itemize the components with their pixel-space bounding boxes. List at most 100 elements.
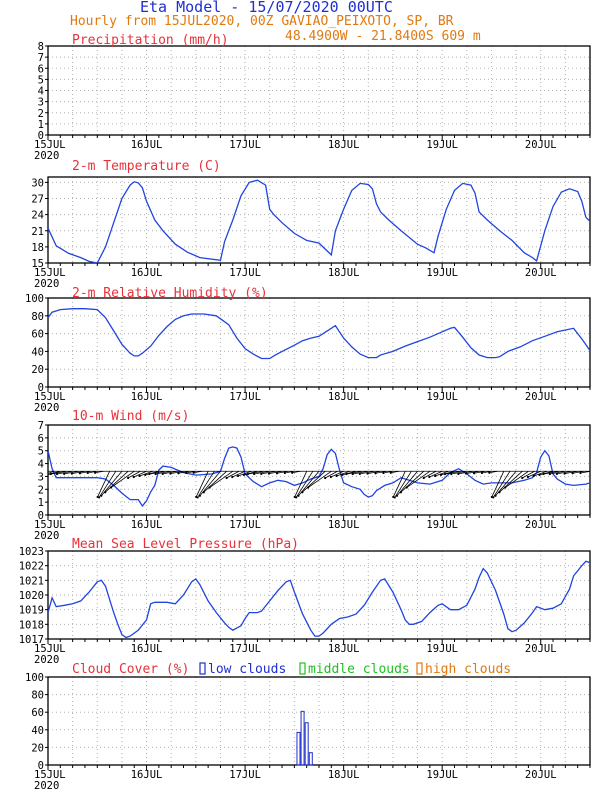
cloud-bar xyxy=(300,710,305,766)
wind-barb-head xyxy=(70,472,74,475)
wind-barb xyxy=(237,470,252,477)
series-line-relative_humidity xyxy=(48,308,590,360)
x-tick-label: 16JUL xyxy=(131,391,163,403)
panel-title: Mean Sea Level Pressure (hPa) xyxy=(72,537,299,552)
y-tick-label: 40 xyxy=(31,346,44,358)
wind-barb-head xyxy=(177,472,180,475)
wind-barb-head xyxy=(345,472,348,476)
legend-swatch xyxy=(416,662,423,675)
y-tick-label: 7 xyxy=(38,52,44,64)
series-line-wind_speed xyxy=(48,446,590,508)
x-year-label: 2020 xyxy=(34,402,59,414)
y-tick-label: 20 xyxy=(31,742,44,754)
panel-5: 1017 1018 1019 1020 1021 1022 1023 15JUL 16JUL 17… xyxy=(19,537,591,666)
wind-barb-head xyxy=(428,475,431,479)
wind-barb-head xyxy=(329,475,332,479)
panel-6: 0 20 40 60 80 100 15JUL 16JUL 17JUL 18JUL 19JUL 20J… xyxy=(25,662,591,792)
wind-barb-head xyxy=(351,472,354,476)
wind-barb-head xyxy=(374,472,377,475)
wind-barb xyxy=(543,470,560,475)
y-tick-label: 0 xyxy=(38,130,44,142)
wind-barb xyxy=(145,470,159,476)
wind-barb xyxy=(110,470,135,488)
y-tick-label: 8 xyxy=(38,41,44,53)
wind-barb-head xyxy=(78,472,82,475)
wind-barbs xyxy=(48,470,590,499)
wind-barb xyxy=(127,470,141,479)
wind-barb-head xyxy=(94,471,97,474)
x-tick-label: 19JUL xyxy=(426,139,458,151)
wind-barb xyxy=(451,470,467,475)
legend-swatch xyxy=(199,662,206,675)
wind-barb xyxy=(549,470,566,475)
x-year-label: 2020 xyxy=(34,278,59,290)
wind-barb xyxy=(444,470,461,475)
wind-barb-head xyxy=(100,494,103,497)
x-tick-label: 19JUL xyxy=(426,643,458,655)
y-tick-label: 1017 xyxy=(19,634,44,646)
wind-barb xyxy=(48,470,55,474)
wind-barb-head xyxy=(301,491,304,494)
wind-barb xyxy=(97,471,110,498)
x-tick-label: 20JUL xyxy=(525,519,557,531)
wind-barb xyxy=(400,470,424,493)
wind-barb xyxy=(346,470,363,475)
y-tick-label: 1021 xyxy=(19,575,44,587)
wind-barb-head xyxy=(492,496,495,499)
panel-title: 2-m Temperature (C) xyxy=(72,159,221,174)
wind-barb xyxy=(104,470,129,493)
x-tick-label: 16JUL xyxy=(131,643,163,655)
y-tick-label: 40 xyxy=(31,725,44,737)
y-tick-label: 5 xyxy=(38,446,44,458)
x-tick-label: 18JUL xyxy=(328,267,360,279)
x-tick-label: 15JUL xyxy=(34,643,66,655)
wind-barb-head xyxy=(236,474,240,478)
wind-barb-head xyxy=(49,472,52,476)
wind-barb xyxy=(491,471,505,498)
wind-barb xyxy=(149,470,166,475)
y-tick-label: 6 xyxy=(38,63,44,75)
x-tick-label: 15JUL xyxy=(34,139,66,151)
x-tick-label: 18JUL xyxy=(328,391,360,403)
series-line-mslp xyxy=(48,560,590,639)
wind-barb xyxy=(98,471,117,498)
wind-barb-head xyxy=(297,494,300,497)
wind-barb xyxy=(203,470,227,493)
x-tick-label: 19JUL xyxy=(426,267,458,279)
wind-barb-head xyxy=(260,472,263,475)
wind-barb-head xyxy=(521,476,524,480)
x-tick-label: 15JUL xyxy=(34,267,66,279)
wind-barb-head xyxy=(283,471,286,475)
wind-barb xyxy=(155,470,172,475)
wind-barb-head xyxy=(488,471,491,474)
y-tick-label: 1023 xyxy=(19,546,44,558)
chart-title: Eta Model - 15/07/2020 00UTC xyxy=(140,0,393,16)
wind-barb-head xyxy=(395,494,399,497)
wind-barb xyxy=(429,470,443,478)
wind-barb xyxy=(50,470,67,475)
wind-barb-head xyxy=(267,472,271,475)
wind-barb-head xyxy=(457,472,460,475)
y-tick-label: 2 xyxy=(38,484,44,496)
y-tick-label: 30 xyxy=(31,177,44,189)
panel-3: 0 20 40 60 80 100 15JUL 16JUL 17JUL 18JUL 19JUL 20J… xyxy=(25,286,591,414)
y-tick-label: 4 xyxy=(38,86,44,98)
wind-barb xyxy=(527,470,541,478)
y-tick-label: 60 xyxy=(31,707,44,719)
x-tick-label: 15JUL xyxy=(34,769,66,781)
wind-barb-head xyxy=(275,472,279,475)
wind-barb xyxy=(209,470,234,488)
y-tick-label: 1020 xyxy=(19,590,44,602)
wind-barb xyxy=(243,470,258,476)
wind-barb xyxy=(423,470,437,479)
wind-barb-head xyxy=(63,472,66,475)
wind-barb-head xyxy=(563,472,566,475)
wind-barb xyxy=(342,470,357,476)
wind-barb-head xyxy=(208,486,211,489)
legend-swatch xyxy=(299,662,306,675)
y-tick-label: 1 xyxy=(38,497,44,509)
wind-barb-head xyxy=(335,474,338,478)
